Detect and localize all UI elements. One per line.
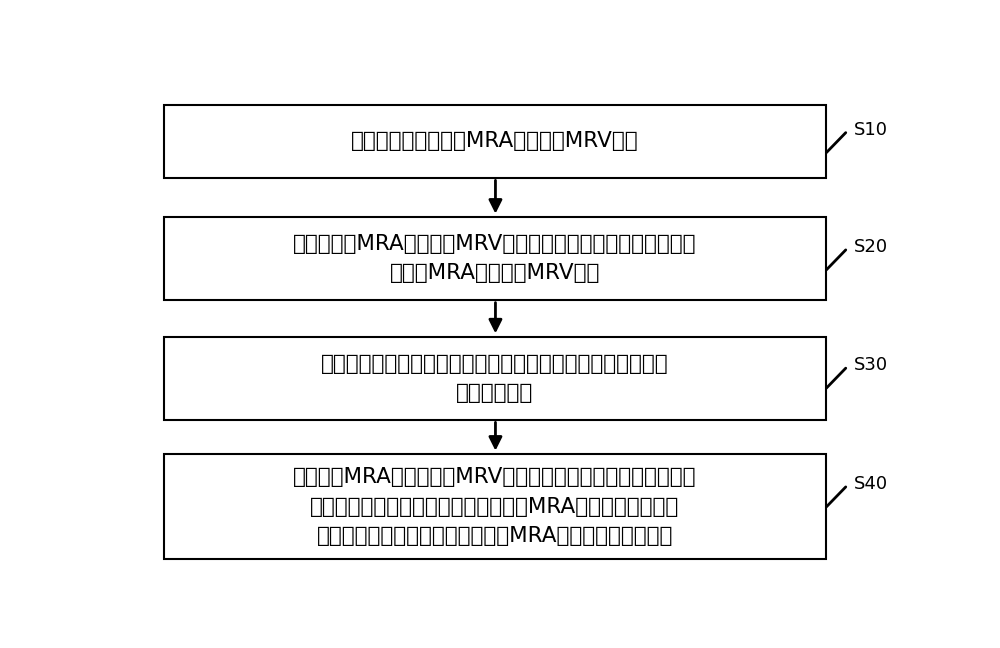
FancyBboxPatch shape <box>164 105 826 178</box>
FancyBboxPatch shape <box>164 218 826 300</box>
Text: S40: S40 <box>854 476 888 493</box>
Text: S10: S10 <box>854 121 888 139</box>
Text: S20: S20 <box>854 238 888 257</box>
Text: 基于经过训练的第一分割网络模型，确定各切面图像各自对应
的参考分割图: 基于经过训练的第一分割网络模型，确定各切面图像各自对应 的参考分割图 <box>321 354 669 403</box>
Text: 基于所述MRA图像、所述MRV图像、获取到的参考分割图以及经
过训练的第二分割网络模型，确定所述MRA图像对应的分割图
像，其中，所述分割图像包括所述MRA图像: 基于所述MRA图像、所述MRV图像、获取到的参考分割图以及经 过训练的第二分割网… <box>293 467 697 546</box>
Text: S30: S30 <box>854 356 888 374</box>
FancyBboxPatch shape <box>164 454 826 559</box>
Text: 获取目标部位对应的MRA图像以及MRV图像: 获取目标部位对应的MRA图像以及MRV图像 <box>351 132 639 152</box>
Text: 获基于所述MRA图像以及MRV图像确定若干切面图像取目标部位
对应的MRA图像以及MRV图像: 获基于所述MRA图像以及MRV图像确定若干切面图像取目标部位 对应的MRA图像以… <box>293 234 697 283</box>
FancyBboxPatch shape <box>164 337 826 419</box>
